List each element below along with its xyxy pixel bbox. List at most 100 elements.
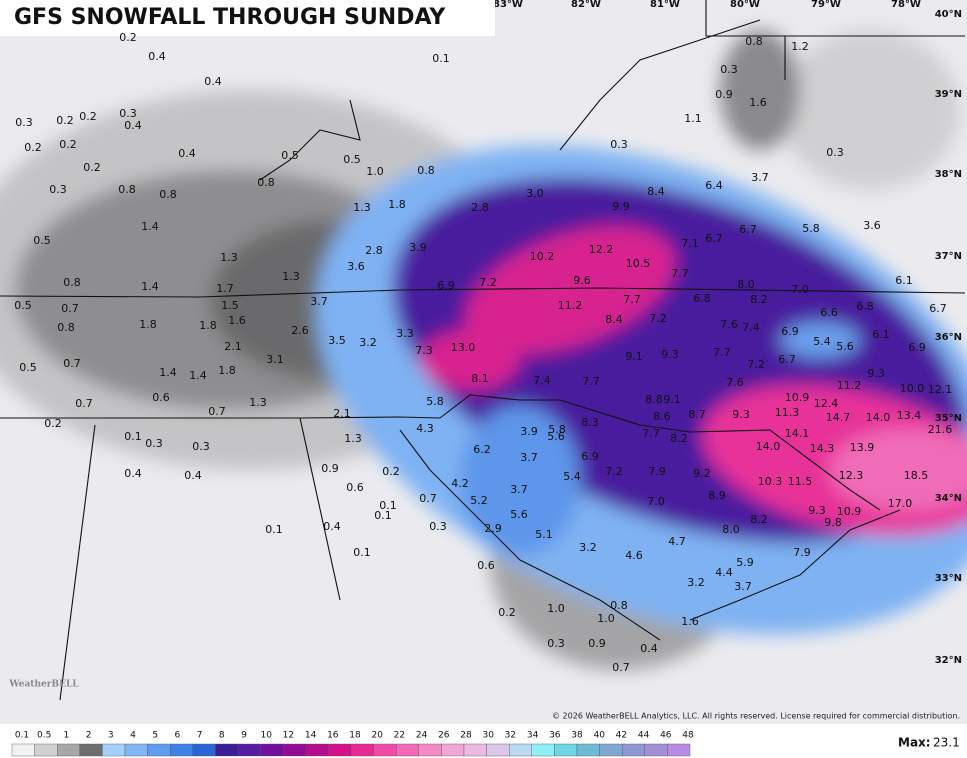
snow-total-label: 0.2: [83, 161, 101, 174]
legend-swatch: [622, 743, 646, 757]
snow-total-label: 3.0: [526, 187, 544, 200]
latitude-label: 37°N: [935, 251, 962, 262]
latitude-label: 34°N: [935, 493, 962, 504]
snow-total-label: 7.0: [791, 283, 809, 296]
snow-total-label: 7.6: [720, 318, 738, 331]
legend-tick-label: 46: [660, 731, 672, 741]
legend-swatch: [463, 743, 487, 757]
snow-total-label: 0.2: [59, 138, 77, 151]
snow-total-label: 1.8: [218, 364, 236, 377]
map-labels: 0.20.40.40.10.3 0.2 0.2 0.30.40.2 0.20.4 0.5 0…: [14, 31, 952, 674]
boundaries: [0, 0, 966, 701]
snow-total-label: 0.8: [57, 321, 75, 334]
legend-tick-label: 20: [371, 731, 383, 741]
snow-total-label: 4.2: [451, 477, 469, 490]
legend-tick-label: 12: [283, 731, 294, 741]
snow-total-label: 13.0: [451, 341, 476, 354]
legend-swatch: [441, 743, 465, 757]
snow-total-label: 0.4: [184, 469, 202, 482]
latitude-label: 39°N: [935, 89, 962, 100]
snow-total-label: 4.4: [715, 566, 733, 579]
snow-total-label: 9.3: [867, 367, 885, 380]
snow-total-label: 1.0: [597, 612, 615, 625]
snow-total-label: 0.5: [19, 361, 37, 374]
snow-total-label: 0.3: [145, 437, 163, 450]
snow-total-label: 3.7: [310, 295, 328, 308]
snow-total-label: 4.7: [668, 535, 686, 548]
snow-total-label: 10.2: [530, 250, 555, 263]
snow-total-label: 0.4: [204, 75, 222, 88]
snow-total-label: 5.9: [736, 556, 754, 569]
legend-swatch: [486, 743, 510, 757]
snow-total-label: 2.8: [471, 201, 489, 214]
snow-total-label: 3.2: [687, 576, 705, 589]
snow-total-label: 0.1: [379, 499, 397, 512]
snow-total-label: 9.3: [732, 408, 750, 421]
legend-tick-label: 1: [64, 731, 70, 741]
snow-total-label: 9.9: [612, 200, 630, 213]
snow-total-label: 0.4: [178, 147, 196, 160]
snow-total-label: 0.4: [148, 50, 166, 63]
latitude-label: 35°N: [935, 413, 962, 424]
snow-total-label: 0.3: [192, 440, 210, 453]
snow-total-label: 8.0: [737, 278, 755, 291]
snow-total-label: 3.7: [734, 580, 752, 593]
logo: WeatherBELL: [8, 680, 79, 690]
snow-total-label: 7.3: [415, 344, 433, 357]
snow-total-label: 14.3: [810, 442, 835, 455]
snow-total-label: 0.1: [124, 430, 142, 443]
snow-total-label: 0.3: [547, 637, 565, 650]
snow-total-label: 1.4: [189, 369, 207, 382]
legend-swatch: [576, 743, 600, 757]
snow-total-label: 0.6: [477, 559, 495, 572]
snow-total-label: 0.9: [715, 88, 733, 101]
snow-total-label: 9.1: [663, 393, 681, 406]
latitude-label: 40°N: [935, 9, 962, 20]
snow-total-label: 6.2: [473, 443, 491, 456]
snow-total-label: 9.3: [661, 348, 679, 361]
legend-swatch: [79, 743, 103, 757]
snow-total-label: 1.3: [353, 201, 371, 214]
snow-total-label: 1.3: [249, 396, 267, 409]
legend-tick-label: 0.5: [37, 731, 51, 741]
snow-total-label: 0.8: [745, 35, 763, 48]
legend-tick-label: 34: [527, 731, 539, 741]
snow-total-label: 0.8: [63, 276, 81, 289]
snow-total-label: 0.2: [119, 31, 137, 44]
snow-total-label: 12.3: [839, 469, 864, 482]
snow-total-label: 14.0: [756, 440, 781, 453]
legend-swatch: [11, 743, 35, 757]
snow-total-label: 7.4: [533, 374, 551, 387]
snow-total-label: 13.9: [850, 441, 875, 454]
snow-total-label: 6.6: [820, 306, 838, 319]
snow-total-label: 7.1: [681, 237, 699, 250]
snow-total-label: 0.1: [374, 509, 392, 522]
snow-total-label: 5.1: [535, 528, 553, 541]
legend-tick-label: 40: [593, 731, 605, 741]
snow-total-label: 0.7: [208, 405, 226, 418]
snow-total-label: 11.5: [788, 475, 813, 488]
snow-total-label: 8.6: [653, 410, 671, 423]
snow-total-label: 5.4: [563, 470, 581, 483]
snow-total-label: 7.7: [642, 427, 660, 440]
snow-total-label: 9.3: [808, 504, 826, 517]
snow-total-label: 8.2: [750, 293, 768, 306]
snow-total-label: 3.6: [347, 260, 365, 273]
snow-total-label: 8.4: [605, 313, 623, 326]
snow-total-label: 5.6: [510, 508, 528, 521]
legend-swatch: [418, 743, 442, 757]
snow-total-label: 8.2: [750, 513, 768, 526]
snow-total-label: 2.1: [333, 407, 351, 420]
snow-total-label: 8.7: [688, 408, 706, 421]
snow-total-label: 9.1: [625, 350, 643, 363]
snow-total-label: 0.2: [498, 606, 516, 619]
legend-tick-label: 24: [416, 731, 428, 741]
snow-total-label: 0.1: [265, 523, 283, 536]
snow-total-label: 0.2: [44, 417, 62, 430]
snow-total-label: 1.4: [141, 280, 159, 293]
snow-total-label: 10.9: [837, 505, 862, 518]
snow-total-label: 1.3: [220, 251, 238, 264]
snow-total-label: 3.3: [396, 327, 414, 340]
legend-tick-label: 36: [549, 731, 561, 741]
legend-swatch: [667, 743, 691, 757]
